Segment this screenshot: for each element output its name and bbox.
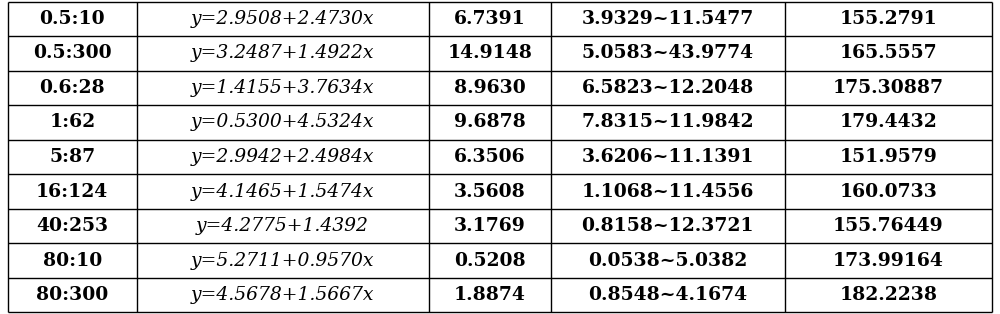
Text: 1.8874: 1.8874 <box>454 286 526 304</box>
Text: 6.3506: 6.3506 <box>454 148 525 166</box>
Text: 3.5608: 3.5608 <box>454 182 526 201</box>
Text: 0.0538~5.0382: 0.0538~5.0382 <box>588 252 747 270</box>
Text: y=0.5300+4.5324x: y=0.5300+4.5324x <box>191 113 374 132</box>
Text: 0.8548~4.1674: 0.8548~4.1674 <box>588 286 747 304</box>
Text: 0.5:10: 0.5:10 <box>39 10 105 28</box>
Text: y=5.2711+0.9570x: y=5.2711+0.9570x <box>191 252 374 270</box>
Text: 173.99164: 173.99164 <box>833 252 944 270</box>
Text: y=1.4155+3.7634x: y=1.4155+3.7634x <box>191 79 374 97</box>
Text: 9.6878: 9.6878 <box>454 113 526 132</box>
Text: 0.6:28: 0.6:28 <box>39 79 105 97</box>
Text: 5:87: 5:87 <box>49 148 95 166</box>
Text: 0.5208: 0.5208 <box>454 252 525 270</box>
Text: 5.0583~43.9774: 5.0583~43.9774 <box>582 44 754 62</box>
Text: y=2.9508+2.4730x: y=2.9508+2.4730x <box>191 10 374 28</box>
Text: 3.1769: 3.1769 <box>454 217 526 235</box>
Text: 8.9630: 8.9630 <box>454 79 526 97</box>
Text: 7.8315~11.9842: 7.8315~11.9842 <box>582 113 754 132</box>
Text: y=3.2487+1.4922x: y=3.2487+1.4922x <box>191 44 374 62</box>
Text: 0.5:300: 0.5:300 <box>33 44 112 62</box>
Text: 0.8158~12.3721: 0.8158~12.3721 <box>582 217 754 235</box>
Text: 14.9148: 14.9148 <box>447 44 532 62</box>
Text: 1.1068~11.4556: 1.1068~11.4556 <box>582 182 754 201</box>
Text: 155.76449: 155.76449 <box>833 217 944 235</box>
Text: y=2.9942+2.4984x: y=2.9942+2.4984x <box>191 148 374 166</box>
Text: 16:124: 16:124 <box>36 182 108 201</box>
Text: 40:253: 40:253 <box>36 217 108 235</box>
Text: 179.4432: 179.4432 <box>840 113 937 132</box>
Text: y=4.5678+1.5667x: y=4.5678+1.5667x <box>191 286 374 304</box>
Text: 160.0733: 160.0733 <box>840 182 937 201</box>
Text: 3.6206~11.1391: 3.6206~11.1391 <box>582 148 754 166</box>
Text: 175.30887: 175.30887 <box>833 79 944 97</box>
Text: 155.2791: 155.2791 <box>840 10 937 28</box>
Text: 182.2238: 182.2238 <box>839 286 937 304</box>
Text: y=4.1465+1.5474x: y=4.1465+1.5474x <box>191 182 374 201</box>
Text: 80:10: 80:10 <box>43 252 102 270</box>
Text: y=4.2775+1.4392: y=4.2775+1.4392 <box>196 217 369 235</box>
Text: 6.5823~12.2048: 6.5823~12.2048 <box>582 79 754 97</box>
Text: 1:62: 1:62 <box>49 113 95 132</box>
Text: 3.9329~11.5477: 3.9329~11.5477 <box>582 10 754 28</box>
Text: 80:300: 80:300 <box>36 286 108 304</box>
Text: 151.9579: 151.9579 <box>840 148 937 166</box>
Text: 6.7391: 6.7391 <box>454 10 526 28</box>
Text: 165.5557: 165.5557 <box>840 44 937 62</box>
